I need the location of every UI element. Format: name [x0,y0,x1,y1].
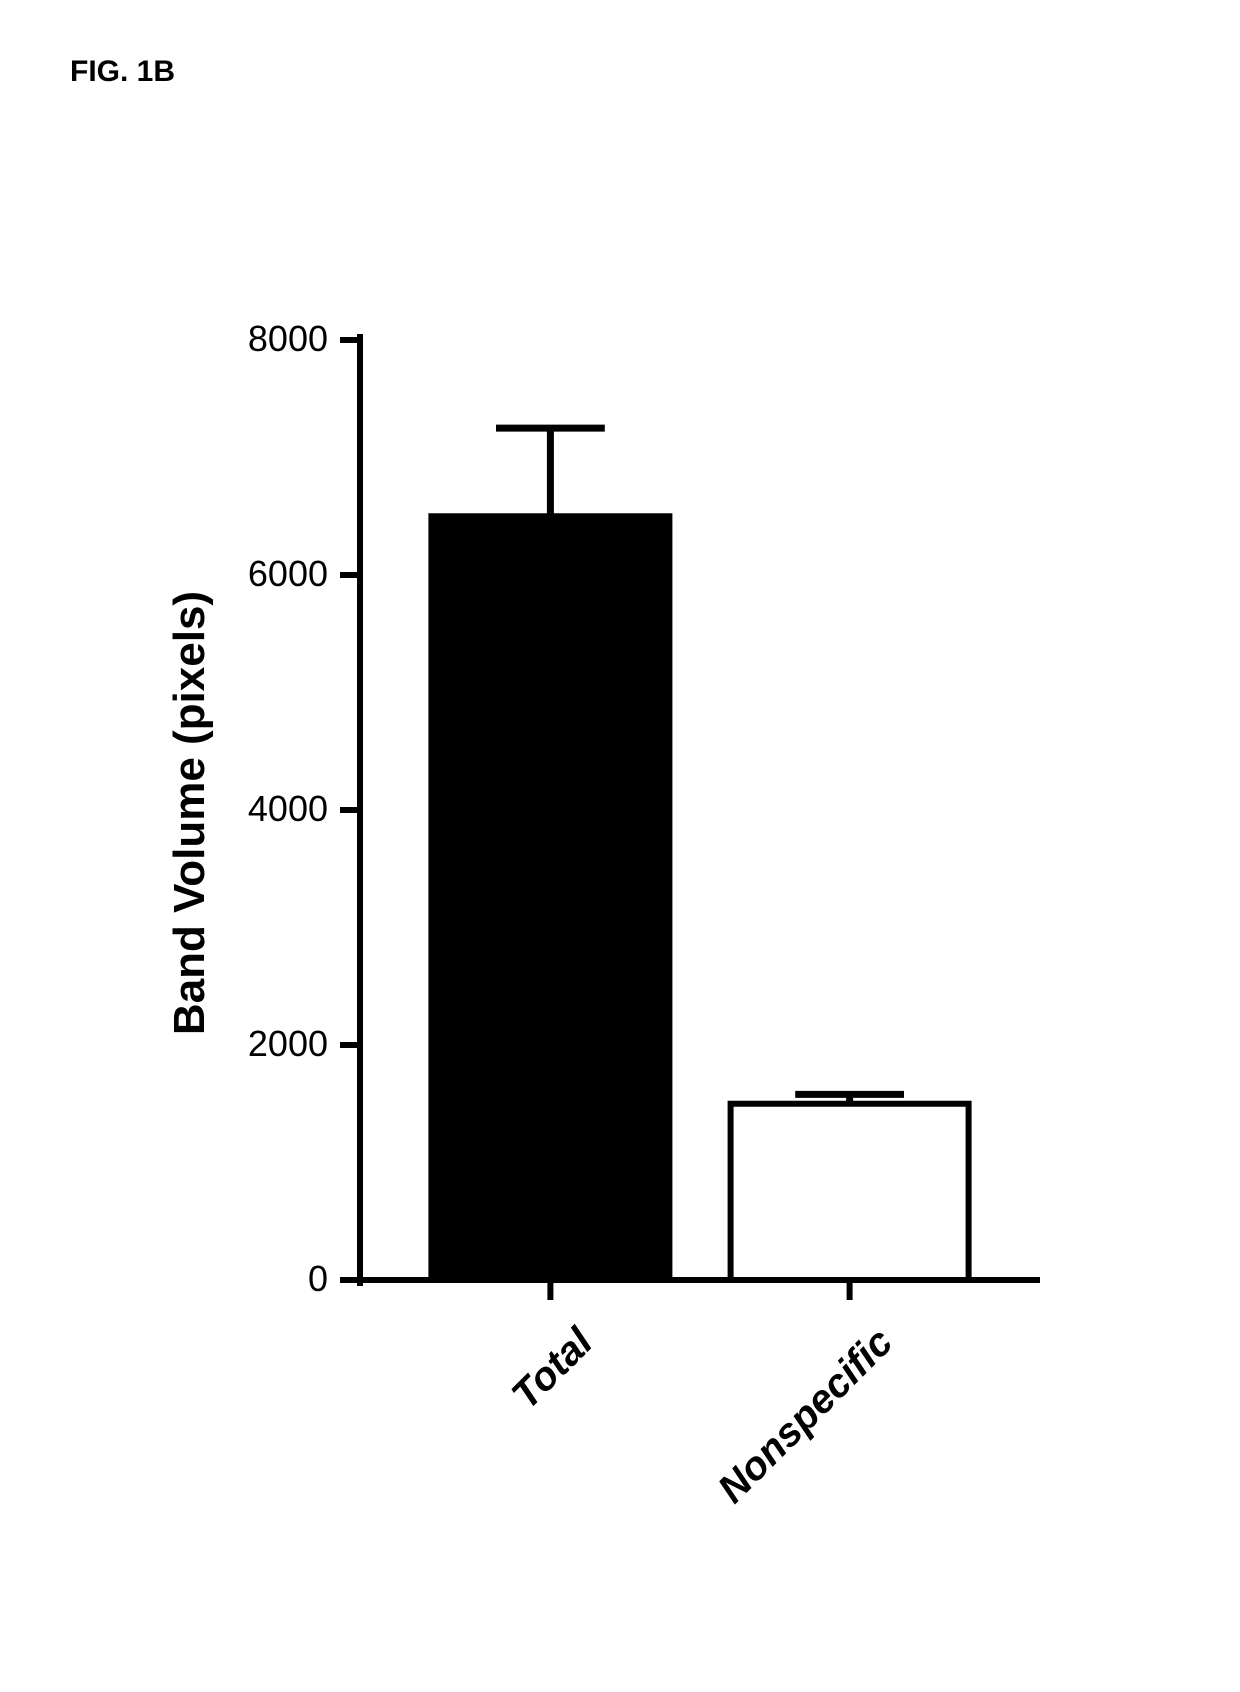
y-tick-label: 8000 [188,318,328,360]
figure-label: FIG. 1B [70,55,175,89]
y-tick-label: 0 [188,1258,328,1300]
y-tick-label: 6000 [188,553,328,595]
bar-chart: Band Volume (pixels) 02000400060008000To… [160,320,1060,1580]
chart-svg [160,320,1060,1580]
y-tick-label: 4000 [188,788,328,830]
y-tick-label: 2000 [188,1023,328,1065]
